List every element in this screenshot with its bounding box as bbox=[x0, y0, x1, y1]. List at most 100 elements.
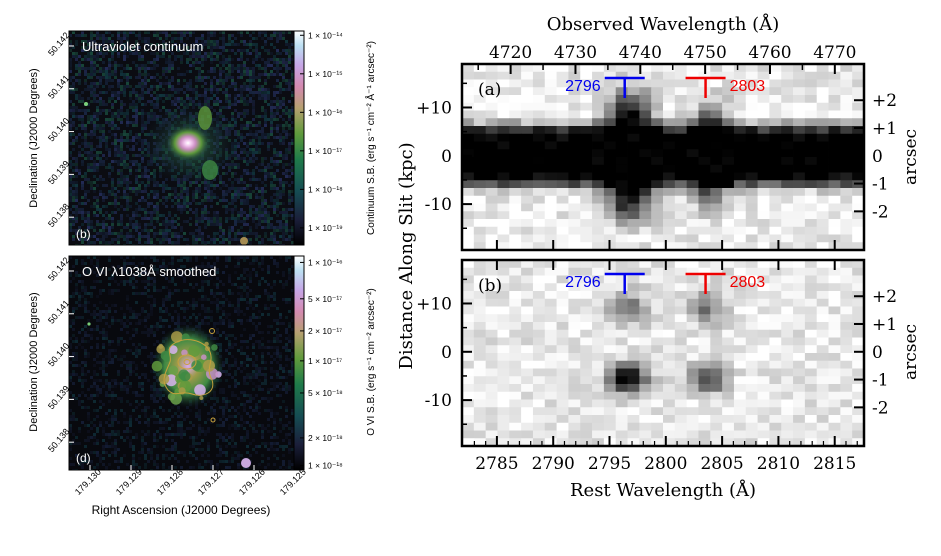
uv-panel-letter: (b) bbox=[76, 227, 91, 241]
colorbar-tick-label: 1 × 10⁻¹⁴ bbox=[308, 30, 343, 40]
ra-tick-label: 179.125 bbox=[278, 467, 308, 497]
rest-tick-label: 2800 bbox=[644, 454, 687, 474]
colorbar-tick-label: 1 × 10⁻¹⁶ bbox=[308, 107, 343, 117]
dec-tick-label: 50.141 bbox=[46, 73, 71, 101]
uv-galaxy bbox=[84, 102, 248, 245]
ovi-colorbar bbox=[293, 255, 305, 471]
spectrum-b-pixels bbox=[462, 260, 865, 447]
spectrum-b-frame bbox=[460, 258, 866, 448]
kpc-tick-label: -10 bbox=[425, 195, 452, 215]
arcsec-tick-label: -2 bbox=[872, 202, 889, 222]
ovi-xlabel: Right Ascension (J2000 Degrees) bbox=[92, 503, 271, 517]
ovi-ylabel: Declination (J2000 Degrees) bbox=[28, 292, 40, 431]
spectrum-b-y-ticks: +10 0 -10 bbox=[416, 278, 472, 426]
spectrum-b-panel-letter: (b) bbox=[478, 276, 502, 296]
uv-panel-label: Ultraviolet continuum bbox=[82, 39, 203, 54]
colorbar-tick-label: 1 × 10⁻¹⁷ bbox=[308, 146, 342, 156]
dec-tick-label: 50.142 bbox=[46, 30, 71, 58]
arcsec-tick-label: -1 bbox=[872, 175, 889, 195]
ra-tick-label: 179.129 bbox=[114, 467, 144, 497]
colorbar-tick-label: 2 × 10⁻¹⁸ bbox=[308, 433, 343, 443]
colorbar-tick-label: 1 × 10⁻¹⁸ bbox=[308, 461, 343, 471]
kpc-tick-label: +10 bbox=[416, 98, 452, 118]
arcsec-tick-label: 0 bbox=[872, 147, 883, 167]
observed-tick-label: 4730 bbox=[554, 43, 597, 63]
rest-tick-label: 2790 bbox=[532, 454, 575, 474]
line-marker-label: 2796 bbox=[565, 78, 601, 95]
observed-tick-label: 4760 bbox=[748, 43, 791, 63]
ovi-noise-layer bbox=[69, 256, 294, 470]
ovi-panel: O VI λ1038Å smoothed (d) 50.142 50.141 50.… bbox=[28, 255, 377, 517]
uv-colorbar-label: Continuum S.B. (erg s⁻¹ cm⁻² Å⁻¹ arcsec⁻… bbox=[364, 41, 377, 235]
ra-tick-label: 179.127 bbox=[196, 467, 226, 497]
spectrum-a-line-markers: 2796 2803 bbox=[565, 76, 766, 98]
spectrum-b-arcsec-label: arcsec bbox=[901, 324, 921, 380]
ovi-galaxy bbox=[87, 322, 251, 468]
rest-tick-label: 2805 bbox=[700, 454, 743, 474]
dec-tick-label: 50.139 bbox=[46, 384, 71, 412]
spectrum-a-arcsec-label: arcsec bbox=[901, 129, 921, 185]
dec-tick-label: 50.139 bbox=[46, 159, 71, 187]
kpc-tick-label: 0 bbox=[441, 147, 452, 167]
ovi-contour-inner bbox=[177, 354, 197, 370]
ovi-contour-core bbox=[183, 359, 191, 365]
rest-tick-label: 2815 bbox=[813, 454, 856, 474]
arcsec-tick-label: 0 bbox=[872, 343, 883, 363]
dec-tick-label: 50.141 bbox=[46, 298, 71, 326]
arcsec-tick-label: -1 bbox=[872, 371, 889, 391]
dec-tick-label: 50.138 bbox=[46, 426, 71, 454]
uv-ylabel: Declination (J2000 Degrees) bbox=[28, 68, 40, 207]
ra-tick-label: 179.130 bbox=[73, 467, 103, 497]
spectrum-b-line-markers: 2796 2803 bbox=[565, 272, 765, 294]
rest-wavelength-label: Rest Wavelength (Å) bbox=[570, 479, 756, 501]
rest-tick-label: 2810 bbox=[757, 454, 800, 474]
uv-panel: Ultraviolet continuum (b) 50.142 50.141 50… bbox=[28, 30, 377, 246]
observed-tick-label: 4750 bbox=[684, 43, 727, 63]
dec-tick-label: 50.142 bbox=[46, 255, 71, 283]
dec-tick-label: 50.138 bbox=[46, 201, 71, 229]
spectrum-a-right-ticks: +2 +1 0 -1 -2 bbox=[854, 91, 897, 222]
spectrum-b-bottom-ticks: 2785 2790 2795 2800 2805 2810 2815 bbox=[473, 260, 858, 474]
uv-colorbar-ticks: 1 × 10⁻¹⁴ 1 × 10⁻¹⁵ 1 × 10⁻¹⁶ 1 × 10⁻¹⁷ 1 × … bbox=[300, 30, 343, 233]
observed-wavelength-label: Observed Wavelength (Å) bbox=[547, 13, 779, 35]
kpc-tick-label: -10 bbox=[425, 391, 452, 411]
colorbar-tick-label: 1 × 10⁻¹⁵ bbox=[308, 69, 343, 79]
kpc-tick-label: +10 bbox=[416, 294, 452, 314]
spectrum-a-y-ticks: +10 0 -10 bbox=[416, 82, 472, 230]
rest-tick-label: 2785 bbox=[475, 454, 518, 474]
spectrum-a-top-ticks: 4720 4730 4740 4750 4760 4770 bbox=[477, 43, 856, 250]
colorbar-tick-label: 1 × 10⁻¹⁷ bbox=[308, 356, 342, 366]
line-marker-label: 2796 bbox=[565, 274, 601, 291]
arcsec-tick-label: +2 bbox=[872, 91, 897, 111]
ovi-panel-label: O VI λ1038Å smoothed bbox=[82, 264, 216, 279]
colorbar-tick-label: 5 × 10⁻¹⁷ bbox=[308, 294, 342, 304]
spectrum-panel-a: (a) 2796 2803 +100-10 +2+10-1-2 4720 4730 4… bbox=[416, 13, 921, 252]
line-marker-label: 2803 bbox=[730, 78, 766, 95]
spectrum-a-pixels bbox=[462, 64, 865, 251]
observed-tick-label: 4720 bbox=[489, 43, 532, 63]
kpc-tick-label: 0 bbox=[441, 343, 452, 363]
spectrum-panel-b: (b) 2796 2803 +100-10 +2+10-1-2 2785 2790 2… bbox=[416, 258, 921, 501]
arcsec-tick-label: -2 bbox=[872, 398, 889, 418]
colorbar-tick-label: 2 × 10⁻¹⁷ bbox=[308, 326, 342, 336]
arcsec-tick-label: +2 bbox=[872, 287, 897, 307]
ovi-colorbar-ticks: 1 × 10⁻¹⁶ 5 × 10⁻¹⁷ 2 × 10⁻¹⁷ 1 × 10⁻¹⁷ 5 × … bbox=[300, 257, 343, 471]
arcsec-tick-label: +1 bbox=[872, 315, 897, 335]
spectrum-b-right-ticks: +2 +1 0 -1 -2 bbox=[854, 287, 897, 418]
colorbar-tick-label: 1 × 10⁻¹⁶ bbox=[308, 257, 343, 267]
dec-tick-label: 50.140 bbox=[46, 341, 71, 369]
ovi-panel-letter: (d) bbox=[76, 451, 91, 465]
ovi-colorbar-label: O VI S.B. (erg s⁻¹ cm⁻² arcsec⁻²) bbox=[366, 288, 377, 436]
dec-tick-label: 50.140 bbox=[46, 116, 71, 144]
colorbar-tick-label: 1 × 10⁻¹⁹ bbox=[308, 223, 343, 233]
arcsec-tick-label: +1 bbox=[872, 119, 897, 139]
colorbar-tick-label: 5 × 10⁻¹⁸ bbox=[308, 388, 343, 398]
ovi-contour-outer bbox=[163, 339, 214, 396]
uv-colorbar bbox=[293, 30, 305, 246]
ra-tick-label: 179.128 bbox=[155, 467, 185, 497]
ra-tick-label: 179.126 bbox=[237, 467, 267, 497]
observed-tick-label: 4740 bbox=[619, 43, 662, 63]
rest-tick-label: 2795 bbox=[588, 454, 631, 474]
spectrum-a-frame bbox=[460, 62, 866, 252]
